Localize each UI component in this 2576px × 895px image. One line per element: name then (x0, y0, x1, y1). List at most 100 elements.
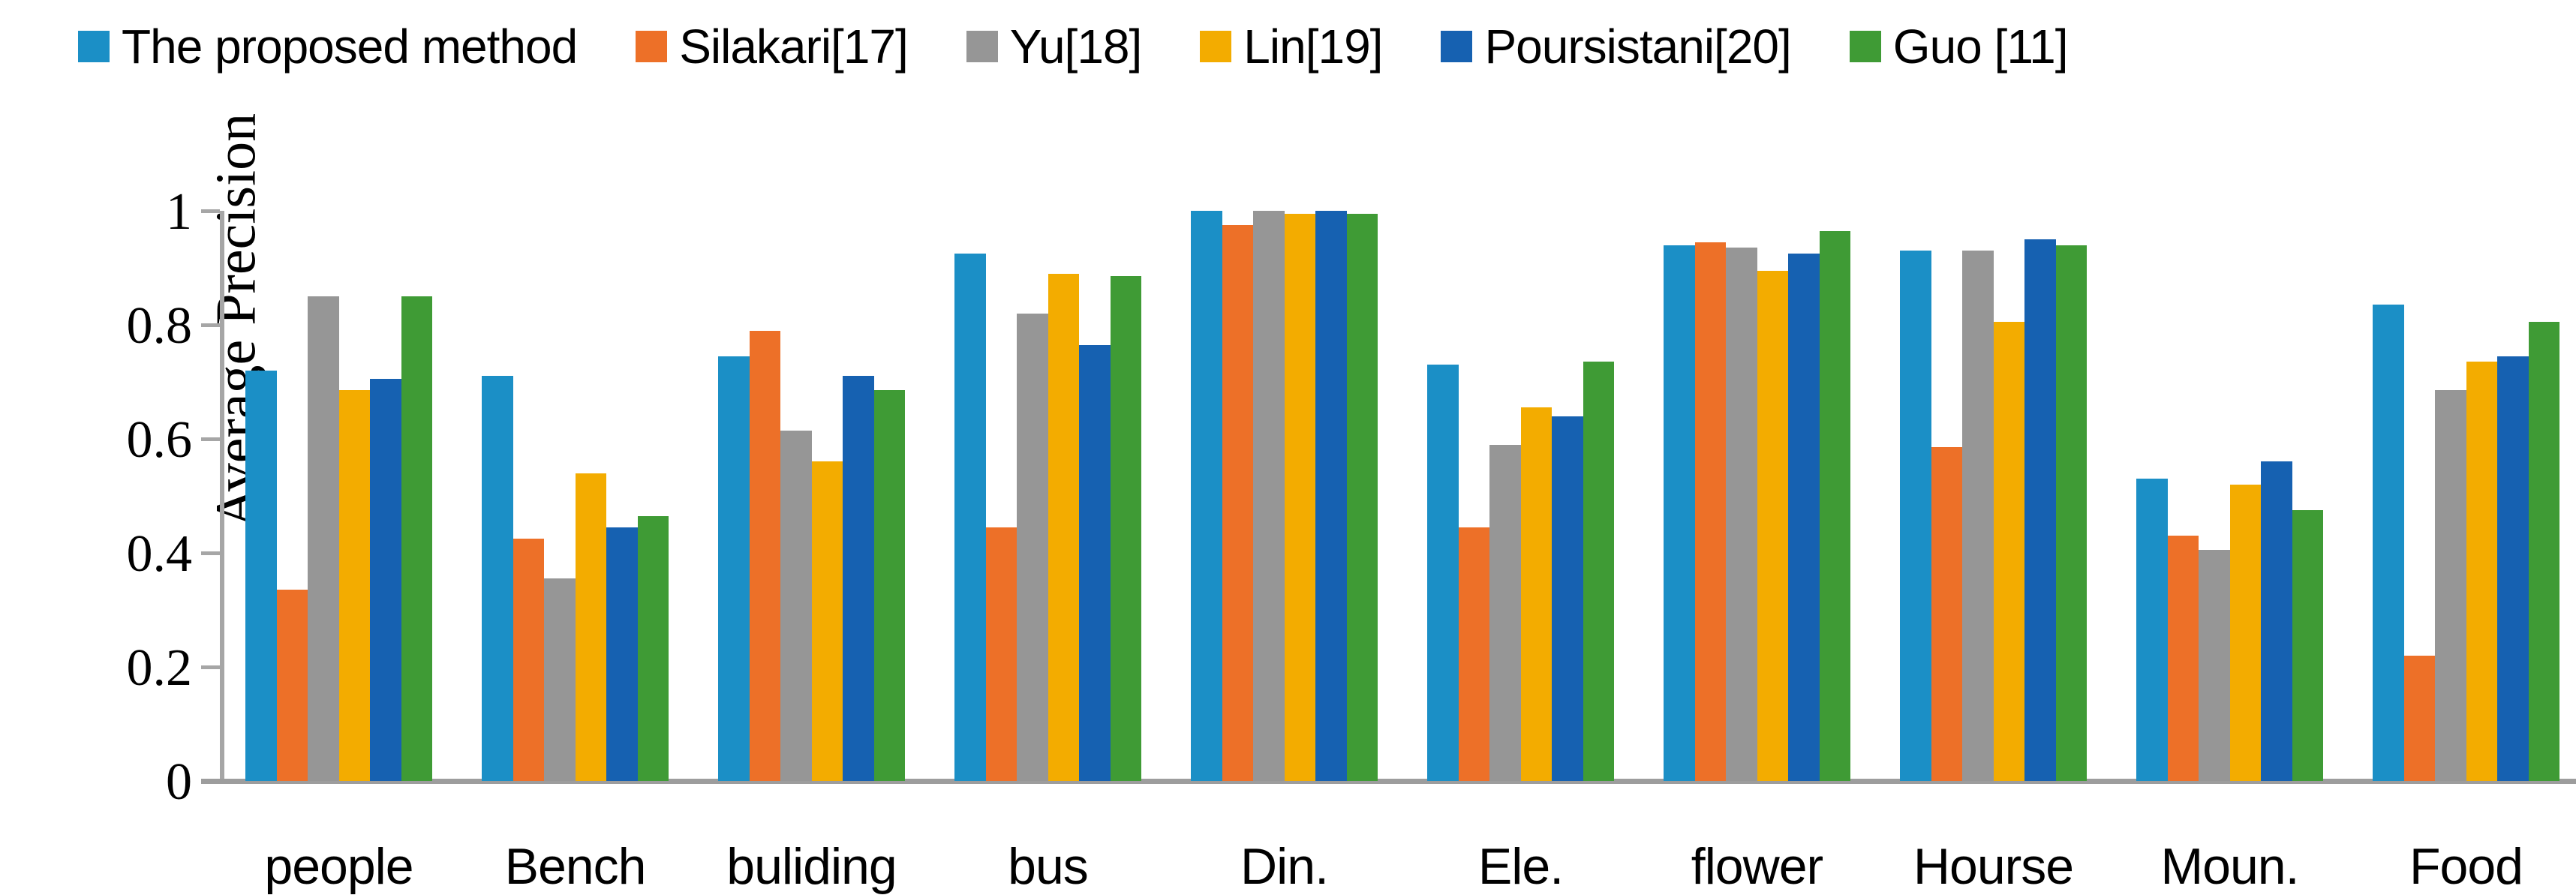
legend-item: Yu[18] (966, 23, 1142, 71)
bar (1583, 362, 1614, 781)
legend-swatch (966, 31, 998, 62)
x-axis-category-label: flower (1691, 838, 1823, 895)
x-axis-category-label: people (264, 838, 413, 895)
bar (2466, 362, 2497, 781)
y-axis-tick-label: 0.8 (126, 297, 193, 355)
bar (1993, 322, 2024, 781)
legend-swatch (78, 31, 110, 62)
y-axis-tick-label: 0.2 (126, 639, 193, 697)
bar (606, 527, 638, 781)
bar-group-moun (2136, 211, 2323, 781)
bar (308, 296, 339, 781)
bar (843, 376, 874, 781)
bar-group-ele (1427, 211, 1614, 781)
x-axis-category-label: bus (1008, 838, 1089, 895)
bar (370, 379, 401, 781)
bar (749, 330, 780, 781)
bar (2024, 239, 2056, 781)
bar-group-hourse (1900, 211, 2087, 781)
bar (811, 461, 843, 781)
y-axis-tick-label: 0.4 (126, 525, 193, 583)
bar (1694, 242, 1726, 781)
bar-group-buliding (718, 211, 905, 781)
x-axis-category-label: buliding (726, 838, 897, 895)
bar (2199, 550, 2230, 781)
legend-item: Guo [11] (1849, 20, 2069, 74)
bar (1458, 527, 1489, 781)
bar (1346, 213, 1378, 781)
bar (1931, 447, 1962, 781)
legend-label: Yu[18] (1009, 20, 1142, 74)
bar (637, 515, 669, 781)
x-axis-category-label: Bench (504, 838, 647, 895)
bar (1253, 211, 1285, 781)
y-axis-line (220, 211, 224, 784)
bar (1520, 407, 1552, 781)
bar (1284, 213, 1315, 781)
legend-swatch (636, 31, 668, 62)
bar (1079, 344, 1111, 781)
bar (1819, 230, 1850, 781)
bar (2261, 461, 2292, 781)
bar (1757, 270, 1788, 781)
legend-label: Poursistani[20] (1484, 20, 1791, 74)
legend-item: Silakari[17] (636, 20, 909, 74)
bar (2435, 390, 2466, 781)
legend: The proposed method Silakari[17] Yu[18] Lin… (78, 15, 2069, 78)
bar (1664, 245, 1695, 781)
bar (873, 390, 905, 781)
bar (1110, 276, 1141, 781)
x-axis-category-label: Din. (1240, 838, 1329, 895)
bar (2373, 305, 2404, 781)
bar (718, 356, 750, 781)
bar (2055, 245, 2087, 781)
bar (482, 376, 513, 781)
bar (276, 590, 308, 781)
bar-group-flower (1664, 211, 1850, 781)
bar (954, 254, 986, 781)
legend-label: The proposed method (122, 20, 578, 74)
x-axis-category-label: Moun. (2160, 838, 2300, 895)
x-axis-category-label: Ele. (1477, 838, 1564, 895)
bar (1427, 365, 1459, 781)
x-axis-line (201, 779, 2576, 784)
bar (1315, 211, 1347, 781)
legend-label: Guo [11] (1892, 20, 2069, 74)
bar (338, 390, 370, 781)
bar (2136, 479, 2168, 781)
y-axis-tick-label: 1 (166, 183, 192, 241)
y-axis-tick-label: 0 (166, 753, 192, 811)
bar (2403, 655, 2435, 781)
bar (1017, 313, 1048, 781)
y-axis-tick (201, 437, 220, 441)
bar (1900, 251, 1931, 781)
bar (245, 370, 277, 781)
bar (1788, 254, 1820, 781)
bar (1489, 444, 1521, 781)
bar (544, 578, 576, 781)
bar (2167, 536, 2199, 781)
y-axis-tick (201, 323, 220, 327)
legend-swatch (1849, 31, 1881, 62)
bar (1962, 251, 1994, 781)
bar (401, 296, 432, 781)
legend-item: Poursistani[20] (1441, 20, 1792, 74)
bar (2292, 510, 2323, 781)
legend-label: Silakari[17] (679, 20, 909, 74)
bar (2528, 322, 2559, 781)
legend-item: Lin[19] (1200, 20, 1383, 74)
bar (512, 539, 544, 781)
y-axis-tick (201, 665, 220, 669)
legend-swatch (1200, 31, 1232, 62)
bar-group-bench (482, 211, 669, 781)
bar (2229, 484, 2261, 781)
bar-group-din (1191, 211, 1378, 781)
bar (1726, 248, 1757, 781)
legend-item: The proposed method (78, 20, 578, 74)
legend-label: Lin[19] (1243, 20, 1383, 74)
bar-group-food (2373, 211, 2559, 781)
y-axis-tick (201, 551, 220, 555)
y-axis-tick-label: 0.6 (126, 411, 193, 469)
x-axis-category-label: Hourse (1913, 838, 2074, 895)
